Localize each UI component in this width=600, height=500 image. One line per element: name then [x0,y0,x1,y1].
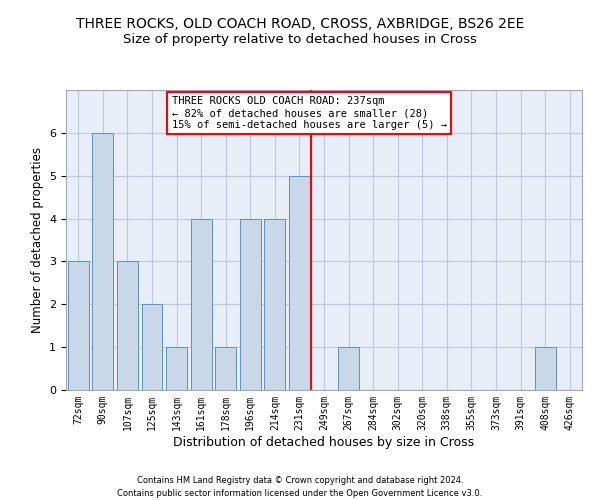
Y-axis label: Number of detached properties: Number of detached properties [31,147,44,333]
Bar [289,176,310,390]
Bar [117,262,138,390]
Bar [166,347,187,390]
Bar [265,218,286,390]
Bar [142,304,163,390]
Bar [535,347,556,390]
Bar [68,262,89,390]
Text: Size of property relative to detached houses in Cross: Size of property relative to detached ho… [123,32,477,46]
Bar [215,347,236,390]
X-axis label: Distribution of detached houses by size in Cross: Distribution of detached houses by size … [173,436,475,448]
Text: THREE ROCKS OLD COACH ROAD: 237sqm
← 82% of detached houses are smaller (28)
15%: THREE ROCKS OLD COACH ROAD: 237sqm ← 82%… [172,96,446,130]
Bar [191,218,212,390]
Text: THREE ROCKS, OLD COACH ROAD, CROSS, AXBRIDGE, BS26 2EE: THREE ROCKS, OLD COACH ROAD, CROSS, AXBR… [76,18,524,32]
Text: Contains HM Land Registry data © Crown copyright and database right 2024.
Contai: Contains HM Land Registry data © Crown c… [118,476,482,498]
Bar [338,347,359,390]
Bar [240,218,261,390]
Bar [92,133,113,390]
